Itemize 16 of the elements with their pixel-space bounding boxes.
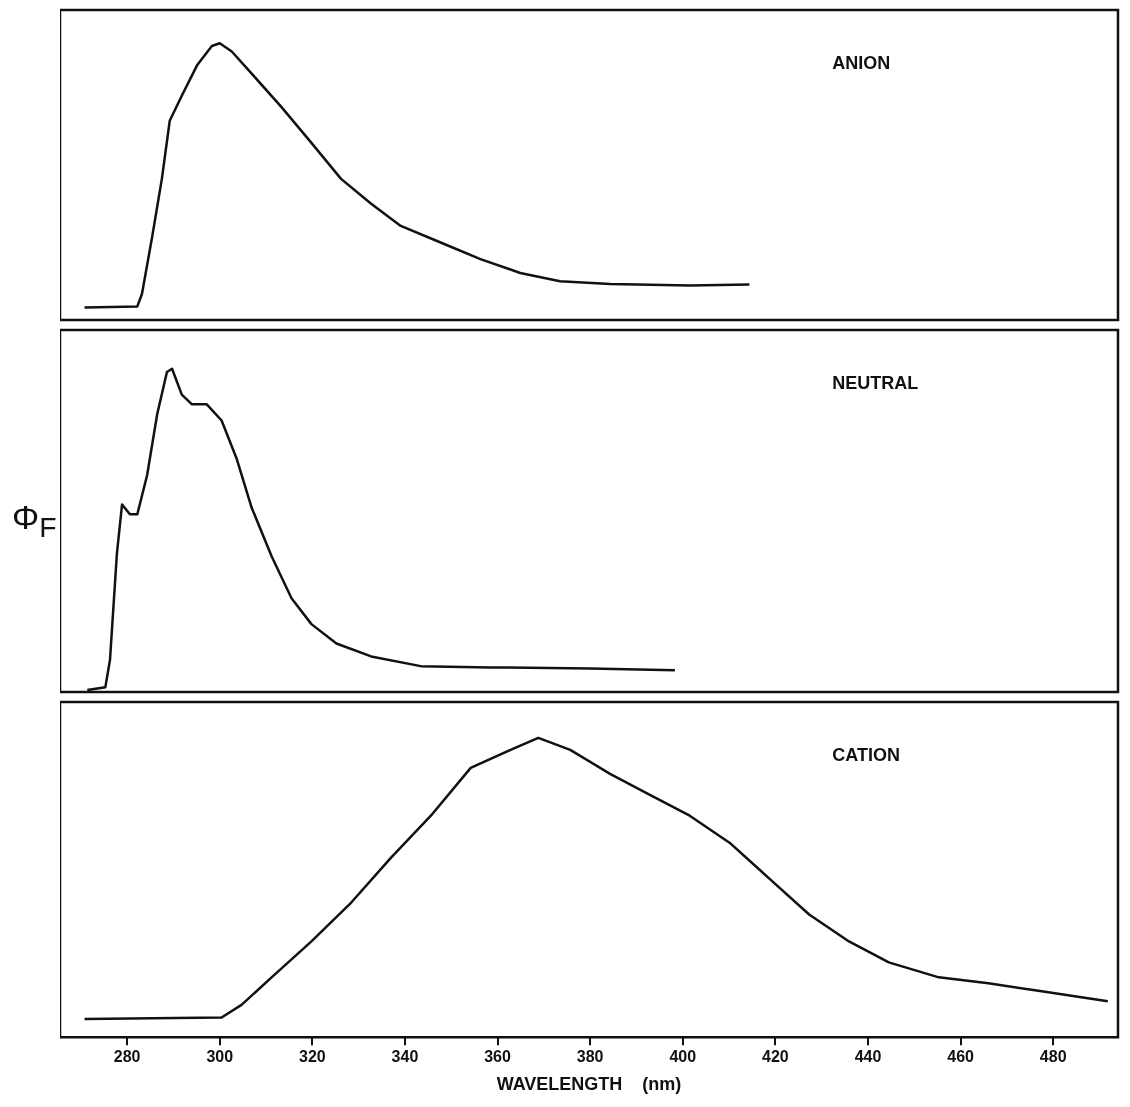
x-tick-label: 400 (669, 1048, 697, 1066)
x-tick-label: 440 (854, 1048, 882, 1066)
x-tick-label: 280 (113, 1048, 141, 1066)
annotation: CATION (832, 744, 901, 765)
x-tick-label: 420 (762, 1048, 789, 1066)
x-tick-label: 340 (391, 1048, 419, 1066)
y-axis-title: Φ$_{F}$ (12, 498, 57, 544)
x-tick-label: 480 (1039, 1048, 1067, 1066)
x-tick-label: 460 (947, 1048, 975, 1066)
x-tick-label: 320 (298, 1048, 326, 1066)
x-tick-label: 300 (206, 1048, 234, 1066)
x-tick-label: 380 (576, 1048, 604, 1066)
annotation: ANION (832, 52, 891, 73)
x-axis-title: WAVELENGTH (nm) (496, 1074, 682, 1095)
x-tick-label: 360 (484, 1048, 511, 1066)
annotation: NEUTRAL (832, 372, 919, 393)
